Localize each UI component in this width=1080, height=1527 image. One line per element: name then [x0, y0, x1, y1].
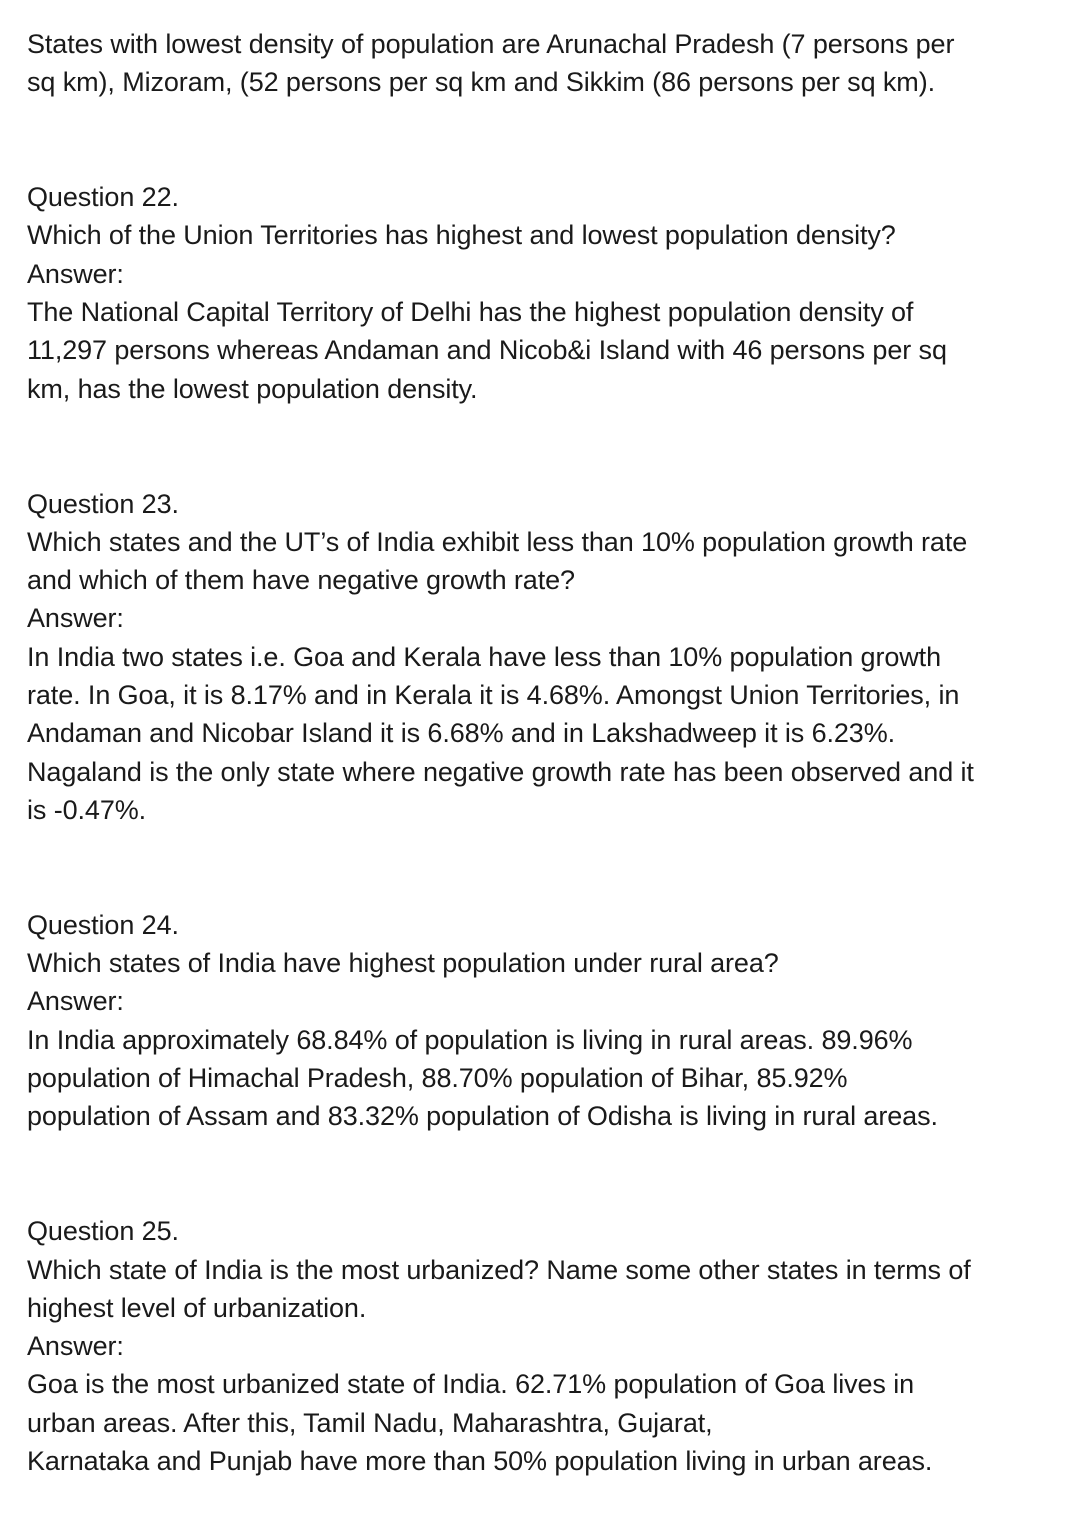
question-text: and which of them have negative growth r… [27, 565, 575, 596]
question-text: Which of the Union Territories has highe… [27, 220, 896, 251]
question-heading: Question 25. [27, 1216, 179, 1247]
intro-paragraph: States with lowest density of population… [27, 25, 1067, 102]
answer-text: Nagaland is the only state where negativ… [27, 756, 974, 787]
answer-text: rate. In Goa, it is 8.17% and in Kerala … [27, 680, 960, 711]
question-heading: Question 23. [27, 488, 179, 519]
answer-label: Answer: [27, 603, 124, 634]
question-25: Question 25. Which state of India is the… [27, 1212, 1067, 1480]
question-24: Question 24. Which states of India have … [27, 906, 1067, 1136]
question-heading: Question 24. [27, 909, 179, 940]
answer-text: In India two states i.e. Goa and Kerala … [27, 641, 941, 672]
answer-text: Goa is the most urbanized state of India… [27, 1369, 915, 1400]
text-line: sq km), Mizoram, (52 persons per sq km a… [27, 67, 935, 98]
document-page: States with lowest density of population… [27, 25, 1067, 1480]
answer-text: Karnataka and Punjab have more than 50% … [27, 1445, 933, 1476]
answer-text: In India approximately 68.84% of populat… [27, 1024, 913, 1055]
answer-text: 11,297 persons whereas Andaman and Nicob… [27, 335, 947, 366]
question-text: Which states and the UT’s of India exhib… [27, 526, 968, 557]
answer-text: Andaman and Nicobar Island it is 6.68% a… [27, 718, 896, 749]
answer-text: The National Capital Territory of Delhi … [27, 297, 914, 328]
answer-text: is -0.47%. [27, 794, 147, 825]
answer-text: km, has the lowest population density. [27, 373, 478, 404]
answer-text: urban areas. After this, Tamil Nadu, Mah… [27, 1407, 713, 1438]
answer-text: population of Assam and 83.32% populatio… [27, 1101, 938, 1132]
answer-label: Answer: [27, 258, 124, 289]
question-heading: Question 22. [27, 182, 179, 213]
question-text: Which states of India have highest popul… [27, 948, 779, 979]
answer-label: Answer: [27, 1331, 124, 1362]
question-text: highest level of urbanization. [27, 1292, 367, 1323]
answer-text: population of Himachal Pradesh, 88.70% p… [27, 1063, 848, 1094]
answer-label: Answer: [27, 986, 124, 1017]
question-text: Which state of India is the most urbaniz… [27, 1254, 971, 1285]
text-line: States with lowest density of population… [27, 29, 955, 59]
question-23: Question 23. Which states and the UT’s o… [27, 485, 1067, 830]
question-22: Question 22. Which of the Union Territor… [27, 178, 1067, 408]
